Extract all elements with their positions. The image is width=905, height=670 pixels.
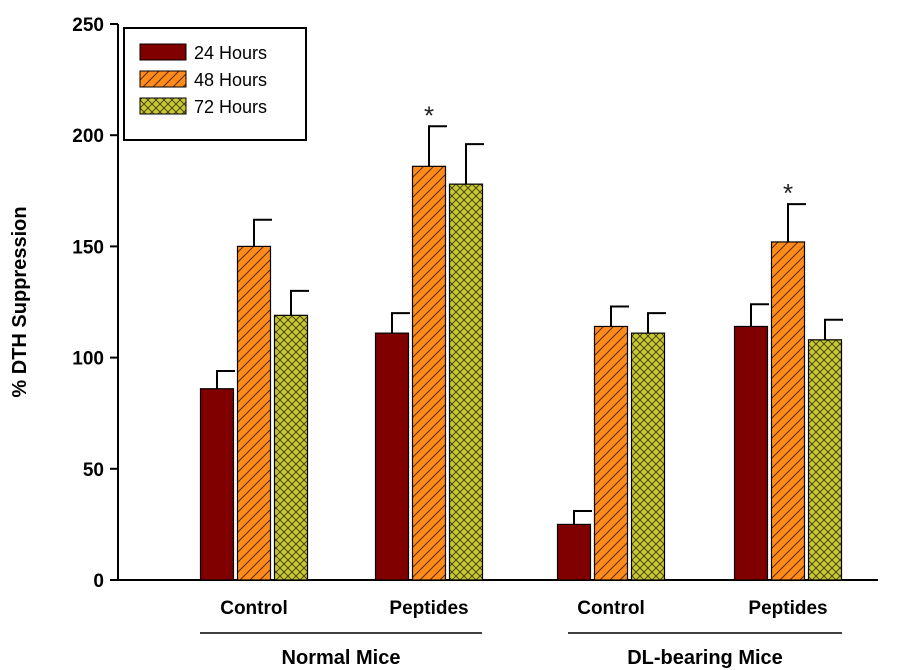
bar-48-hours — [593, 325, 629, 581]
legend-label: 72 Hours — [194, 97, 267, 117]
group-label: DL-bearing Mice — [627, 647, 783, 669]
category-label: Peptides — [748, 598, 827, 619]
y-axis-title: % DTH Suppression — [9, 206, 31, 397]
legend: 24 Hours 48 Hours 72 Hours — [123, 27, 307, 141]
legend-swatch — [139, 97, 187, 115]
bar-72-hours — [448, 183, 484, 581]
category-label: Peptides — [389, 598, 468, 619]
bar-72-hours — [630, 332, 666, 581]
bar-24-hours — [556, 523, 592, 581]
bars — [199, 125, 843, 581]
category-label: Control — [577, 598, 645, 619]
legend-swatch — [139, 70, 187, 88]
annotations: ** — [424, 100, 793, 208]
significance-marker: * — [424, 100, 434, 130]
bar-48-hours — [770, 241, 806, 581]
bar-48-hours — [236, 245, 272, 581]
y-tick-label: 50 — [83, 460, 104, 481]
significance-marker: * — [783, 178, 793, 208]
group-label: Normal Mice — [282, 647, 401, 669]
legend-swatch — [139, 43, 187, 61]
bar-24-hours — [199, 388, 235, 581]
bar-24-hours — [733, 325, 769, 581]
legend-label: 48 Hours — [194, 70, 267, 90]
bar-72-hours — [273, 314, 309, 581]
category-label: Control — [220, 598, 288, 619]
y-tick-label: 0 — [93, 571, 104, 592]
bar-48-hours — [411, 165, 447, 581]
y-tick-label: 150 — [72, 237, 104, 258]
bar-72-hours — [807, 339, 843, 581]
y-tick-label: 250 — [72, 15, 104, 36]
y-ticks: 0 50 100 150 200 250 — [72, 15, 118, 592]
legend-label: 24 Hours — [194, 43, 267, 63]
category-labels: Control Peptides Control Peptides Normal Mic… — [200, 598, 842, 669]
y-tick-label: 200 — [72, 126, 104, 147]
bar-24-hours — [374, 332, 410, 581]
y-tick-label: 100 — [72, 349, 104, 370]
